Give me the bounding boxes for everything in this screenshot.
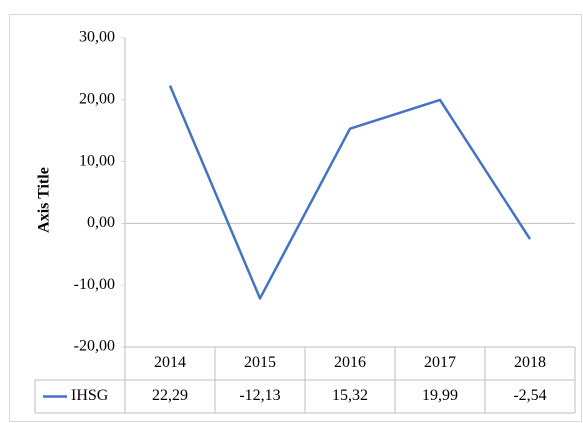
- y-tick-label: -10,00: [74, 276, 115, 293]
- y-tick-label: 20,00: [79, 90, 115, 107]
- x-tick-label: 2015: [244, 354, 276, 371]
- chart-frame: [9, 14, 582, 422]
- legend-label: IHSG: [71, 387, 109, 404]
- table-value: 15,32: [332, 387, 368, 404]
- x-tick-label: 2016: [334, 354, 366, 371]
- table-value: -2,54: [513, 387, 546, 404]
- table-value: 22,29: [152, 387, 188, 404]
- table-value: 19,99: [422, 387, 458, 404]
- y-tick-label: -20,00: [74, 338, 115, 355]
- table-value: -12,13: [239, 387, 280, 404]
- x-tick-label: 2014: [154, 354, 186, 371]
- y-axis-title: Axis Title: [36, 167, 53, 233]
- x-tick-label: 2017: [424, 354, 456, 371]
- y-tick-label: 0,00: [87, 214, 115, 231]
- y-tick-label: 30,00: [79, 29, 115, 46]
- y-tick-label: 10,00: [79, 152, 115, 169]
- x-tick-label: 2018: [514, 354, 546, 371]
- line-series: [168, 85, 532, 300]
